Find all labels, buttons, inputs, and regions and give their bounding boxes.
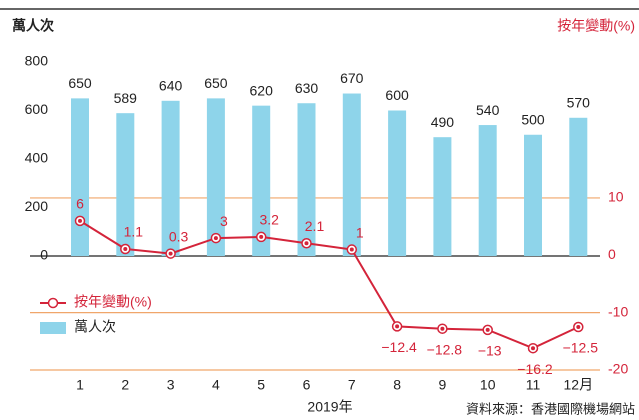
line-value-label: −12.5 (563, 340, 599, 356)
y-tick-label: 600 (25, 101, 49, 117)
bar (252, 105, 271, 257)
bar (297, 103, 316, 257)
y-tick-label: 0 (40, 247, 48, 263)
bar (161, 100, 180, 257)
line-marker-dot (304, 241, 309, 246)
x-tick-label: 8 (393, 377, 401, 393)
line-marker-dot (395, 324, 400, 329)
bar (478, 125, 497, 257)
y-axis-label: 萬人次 (12, 18, 54, 34)
line-value-label: −13 (478, 343, 502, 359)
line-value-label: 0.3 (169, 228, 189, 244)
legend-label: 萬人次 (74, 319, 116, 335)
bar (524, 134, 542, 257)
bar-value-label: 570 (567, 94, 591, 110)
y2-tick-label: -20 (608, 361, 628, 377)
line-marker-dot (168, 251, 173, 256)
y2-tick-label: 10 (608, 189, 624, 205)
bar (116, 113, 135, 257)
line-marker-dot (123, 246, 128, 251)
y2-tick-label: 0 (608, 246, 616, 262)
line (79, 220, 579, 350)
x-tick-label: 7 (348, 377, 356, 393)
bar-value-label: 600 (385, 87, 409, 103)
source: 資料來源：香港國際機場網站 (466, 401, 635, 416)
bar (388, 110, 407, 257)
bar-value-label: 640 (159, 78, 183, 94)
x-tick-label: 9 (439, 377, 447, 393)
line-marker-dot (78, 218, 82, 223)
legend-marker (47, 297, 59, 309)
line-value-label: −12.8 (427, 341, 463, 357)
bar-value-label: 500 (521, 111, 545, 127)
line-value-label: 6 (76, 196, 84, 212)
bar (569, 117, 588, 257)
x-tick-label: 6 (303, 377, 311, 393)
y2-tick-label: -10 (608, 303, 628, 319)
bar-value-label: 589 (114, 90, 138, 106)
line-marker-dot (576, 324, 581, 329)
legend-swatch (40, 322, 66, 334)
bar (71, 98, 89, 257)
x-tick-label: 4 (212, 377, 220, 393)
line-marker-dot (531, 346, 535, 351)
legend-label: 按年變動(%) (74, 294, 152, 310)
line-marker-dot (485, 327, 490, 332)
bar (342, 93, 361, 257)
bar-value-label: 670 (340, 70, 364, 86)
y-tick-label: 800 (25, 53, 49, 69)
y-tick-label: 400 (25, 150, 49, 166)
line-value-label: 2.1 (305, 218, 325, 234)
y-tick-label: 200 (25, 198, 49, 214)
bar-value-label: 620 (250, 82, 274, 98)
line-value-label: −16.2 (517, 361, 553, 377)
x-tick-label: 1 (76, 377, 84, 393)
line-value-label: −12.4 (381, 339, 417, 355)
line-value-label: 3.2 (259, 212, 279, 228)
x-tick-label: 5 (257, 377, 265, 393)
x-tick-label: 12月 (564, 377, 594, 393)
line-value-label: 1 (356, 224, 364, 240)
bar (206, 98, 225, 257)
bar-value-label: 540 (476, 102, 500, 118)
x-axis-label: 2019年 (307, 399, 352, 415)
line-value-label: 3 (220, 213, 228, 229)
line-marker-dot (349, 247, 354, 252)
x-tick-label: 2 (121, 377, 129, 393)
line-value-label: 1.1 (124, 224, 144, 240)
line-marker-dot (440, 326, 445, 331)
y2-axis-label: 按年變動(%) (557, 18, 635, 34)
bar (433, 137, 452, 257)
x-tick-label: 11 (526, 377, 541, 393)
bar-value-label: 490 (431, 114, 455, 130)
bar-value-label: 650 (204, 75, 228, 91)
x-tick-label: 10 (480, 377, 496, 393)
line-marker-dot (259, 234, 264, 239)
line-marker-dot (213, 236, 218, 241)
bar-value-label: 630 (295, 80, 319, 96)
bar-value-label: 650 (68, 75, 92, 91)
x-tick-label: 3 (167, 377, 175, 393)
